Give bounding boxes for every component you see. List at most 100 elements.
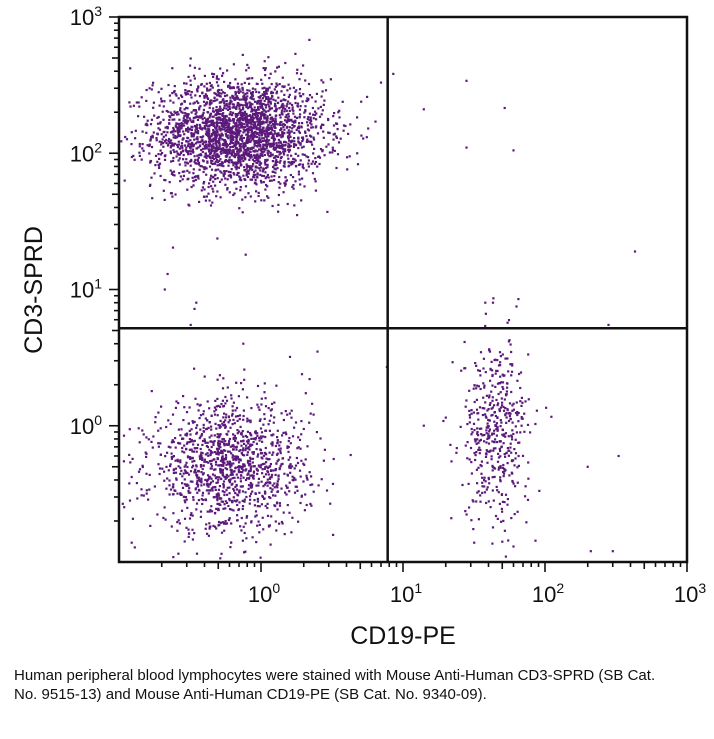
scatter-point — [210, 510, 214, 513]
scatter-point — [236, 118, 239, 121]
scatter-point — [245, 112, 248, 116]
scatter-point — [275, 384, 278, 387]
scatter-point — [332, 533, 335, 536]
scatter-point — [512, 459, 515, 462]
scatter-point — [165, 138, 168, 141]
scatter-point — [145, 455, 148, 458]
scatter-point — [208, 421, 211, 424]
scatter-point — [133, 546, 136, 549]
scatter-point — [217, 488, 220, 491]
scatter-point — [223, 172, 226, 175]
scatter-point — [215, 77, 218, 80]
scatter-point — [176, 460, 180, 463]
scatter-point — [286, 445, 289, 448]
scatter-point — [224, 150, 227, 153]
scatter-point — [298, 115, 301, 119]
scatter-point — [202, 430, 206, 433]
scatter-point — [160, 97, 163, 100]
scatter-point — [313, 110, 317, 113]
scatter-point — [238, 414, 242, 417]
scatter-point — [474, 438, 477, 441]
scatter-point — [255, 448, 258, 451]
scatter-point — [485, 416, 488, 419]
scatter-point — [249, 492, 253, 495]
scatter-point — [309, 134, 312, 137]
scatter-point — [201, 439, 205, 443]
scatter-point — [524, 495, 527, 498]
scatter-point — [279, 123, 282, 126]
scatter-point — [216, 109, 220, 112]
scatter-point — [231, 444, 234, 447]
scatter-point — [449, 443, 452, 446]
scatter-point — [286, 89, 289, 92]
scatter-point — [180, 493, 183, 496]
scatter-point — [262, 67, 265, 70]
scatter-point — [259, 169, 262, 172]
scatter-point — [289, 456, 292, 459]
scatter-point — [200, 433, 204, 436]
scatter-point — [257, 127, 260, 130]
scatter-point — [519, 431, 522, 434]
scatter-point — [262, 454, 265, 457]
scatter-point — [218, 147, 221, 150]
scatter-point — [210, 150, 213, 153]
scatter-point — [264, 397, 267, 400]
scatter-point — [492, 499, 495, 502]
scatter-point — [285, 120, 288, 124]
scatter-point — [284, 431, 287, 434]
scatter-point — [287, 135, 290, 138]
scatter-point — [500, 445, 503, 448]
scatter-point — [222, 442, 226, 445]
scatter-point — [256, 115, 259, 119]
scatter-point — [208, 527, 211, 530]
scatter-point — [274, 108, 278, 111]
scatter-point — [135, 101, 138, 104]
scatter-point — [247, 122, 250, 125]
scatter-point — [344, 124, 347, 128]
scatter-point — [224, 477, 227, 480]
scatter-point — [223, 107, 226, 110]
scatter-point — [123, 506, 126, 509]
scatter-point — [520, 404, 523, 407]
scatter-point — [242, 125, 245, 129]
scatter-point — [235, 140, 238, 143]
scatter-point — [136, 497, 139, 500]
scatter-point — [274, 162, 277, 165]
scatter-point — [264, 67, 267, 70]
scatter-point — [231, 473, 234, 476]
scatter-point — [270, 107, 273, 110]
scatter-point — [228, 142, 232, 145]
scatter-point — [198, 106, 201, 109]
scatter-point — [206, 474, 210, 477]
scatter-point — [474, 440, 477, 443]
scatter-point — [219, 433, 222, 436]
scatter-point — [250, 437, 253, 440]
scatter-point — [236, 162, 239, 165]
scatter-point — [194, 178, 197, 182]
scatter-point — [275, 164, 278, 167]
scatter-point — [258, 505, 261, 508]
scatter-point — [283, 85, 286, 88]
scatter-point — [201, 113, 204, 116]
scatter-point — [242, 439, 245, 442]
scatter-point — [150, 145, 154, 149]
scatter-point — [225, 134, 229, 137]
scatter-point — [179, 145, 182, 148]
scatter-point — [145, 472, 148, 475]
scatter-point — [194, 471, 198, 474]
scatter-point — [174, 459, 177, 462]
scatter-point — [210, 146, 213, 149]
scatter-point — [313, 162, 316, 165]
scatter-point — [476, 482, 479, 485]
scatter-point — [149, 524, 152, 527]
scatter-point — [288, 481, 291, 484]
scatter-point — [207, 140, 210, 143]
scatter-point — [251, 87, 254, 90]
scatter-point — [274, 160, 277, 163]
scatter-point — [293, 476, 296, 480]
scatter-point — [207, 485, 210, 488]
scatter-point — [497, 392, 500, 396]
scatter-point — [307, 156, 310, 159]
scatter-point — [179, 107, 182, 110]
scatter-point — [179, 434, 182, 437]
